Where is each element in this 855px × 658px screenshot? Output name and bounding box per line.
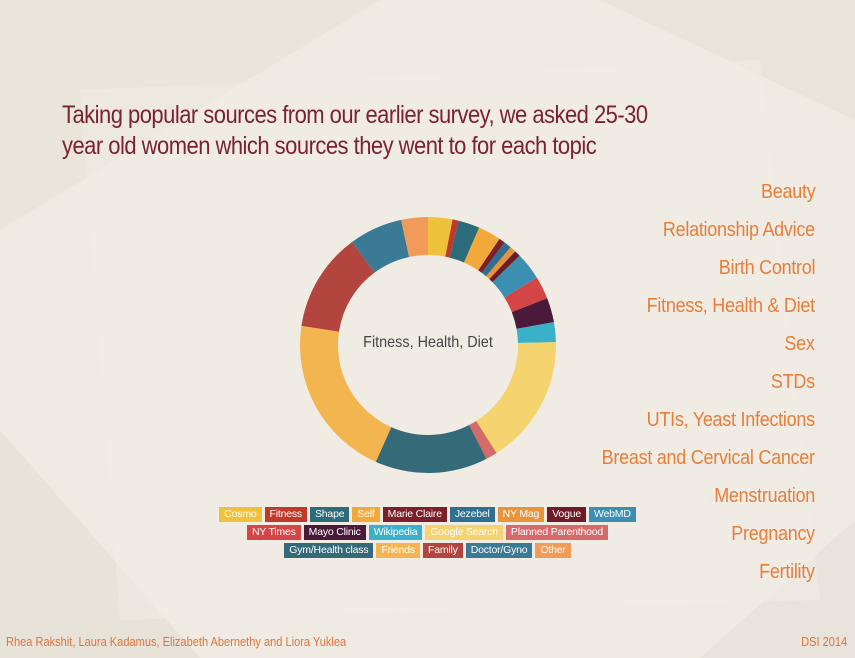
legend-item[interactable]: NY Mag: [497, 507, 545, 522]
donut-slice[interactable]: [516, 322, 556, 343]
topic-label: Menstruation: [714, 485, 815, 507]
topic-label: Fertility: [759, 561, 815, 583]
legend-item[interactable]: Fitness: [264, 507, 307, 522]
donut-slice[interactable]: [300, 325, 392, 462]
topic-label: Sex: [784, 333, 815, 355]
donut-slice[interactable]: [489, 251, 520, 283]
legend-item[interactable]: Mayo Clinic: [303, 525, 366, 540]
donut-slice[interactable]: [301, 241, 375, 332]
donut-slice[interactable]: [476, 342, 556, 454]
legend-item[interactable]: Cosmo: [219, 507, 262, 522]
legend-item[interactable]: Planned Parenthood: [505, 525, 609, 540]
donut-center-label: Fitness, Health, Diet: [363, 334, 493, 351]
topic-item[interactable]: Menstruation: [485, 482, 815, 520]
donut-slice[interactable]: [445, 219, 459, 258]
legend-row: NY Times Mayo Clinic Wikipedia Google Searc…: [160, 525, 695, 540]
topic-label: UTIs, Yeast Infections: [646, 409, 815, 431]
legend-item[interactable]: Doctor/Gyno: [465, 543, 533, 558]
legend-item[interactable]: Wikipedia: [368, 525, 423, 540]
donut-chart: [300, 217, 556, 473]
donut-slice[interactable]: [469, 420, 497, 459]
legend-row: Cosmo Fitness Shape Self Marie Claire Jezebel…: [160, 507, 695, 522]
topic-label: Beauty: [760, 181, 816, 203]
legend-item[interactable]: Family: [422, 543, 463, 558]
donut-slice[interactable]: [352, 219, 410, 273]
topic-item[interactable]: Relationship Advice: [485, 216, 815, 254]
topic-item[interactable]: Sex: [485, 330, 815, 368]
legend-item[interactable]: Vogue: [547, 507, 586, 522]
topic-item[interactable]: Pregnancy: [485, 520, 815, 558]
donut-slice[interactable]: [375, 425, 487, 473]
donut-slice[interactable]: [401, 217, 428, 258]
donut-slice[interactable]: [504, 277, 548, 313]
legend-item[interactable]: Google Search: [425, 525, 503, 540]
legend-item[interactable]: WebMD: [589, 507, 636, 522]
topic-item[interactable]: Breast and Cervical Cancer: [485, 444, 815, 482]
legend-item[interactable]: Other: [535, 543, 571, 558]
donut-slice[interactable]: [428, 217, 453, 257]
donut-slice[interactable]: [492, 255, 537, 298]
donut-slice[interactable]: [511, 298, 554, 329]
legend-item[interactable]: Marie Claire: [382, 507, 447, 522]
donut-slice[interactable]: [478, 238, 505, 273]
legend-item[interactable]: Shape: [309, 507, 350, 522]
legend-row: Gym/Health class Friends Family Doctor/Gyno…: [160, 543, 695, 558]
topic-item[interactable]: Fertility: [485, 558, 815, 596]
topic-label: Birth Control: [718, 257, 815, 279]
page-title: Taking popular sources from our earlier …: [62, 101, 648, 160]
topic-item[interactable]: Birth Control: [485, 254, 815, 292]
donut-slice[interactable]: [449, 220, 480, 263]
topic-label: Pregnancy: [731, 523, 815, 545]
donut-slice[interactable]: [481, 242, 511, 277]
event-tag: DSI 2014: [800, 634, 847, 649]
legend-item[interactable]: Gym/Health class: [284, 543, 374, 558]
authors-footer: Rhea Rakshit, Laura Kadamus, Elizabeth A…: [6, 634, 347, 649]
topic-item[interactable]: UTIs, Yeast Infections: [485, 406, 815, 444]
topic-item[interactable]: Fitness, Health & Diet: [485, 292, 815, 330]
donut-slice[interactable]: [463, 227, 500, 271]
donut-slice[interactable]: [486, 247, 516, 280]
legend-item[interactable]: Self: [352, 507, 380, 522]
legend-item[interactable]: Friends: [376, 543, 420, 558]
topic-item[interactable]: Beauty: [485, 178, 816, 216]
topic-label: STDs: [771, 371, 815, 393]
legend-item[interactable]: Jezebel: [449, 507, 495, 522]
topic-label: Fitness, Health & Diet: [646, 295, 815, 317]
chart-legend: Cosmo Fitness Shape Self Marie Claire Jezebel…: [160, 507, 695, 558]
topic-item[interactable]: STDs: [485, 368, 815, 406]
topic-label: Relationship Advice: [663, 219, 815, 241]
legend-item[interactable]: NY Times: [246, 525, 301, 540]
topic-list: Beauty Relationship Advice Birth Control Fi…: [485, 178, 815, 596]
topic-label: Breast and Cervical Cancer: [601, 447, 815, 469]
